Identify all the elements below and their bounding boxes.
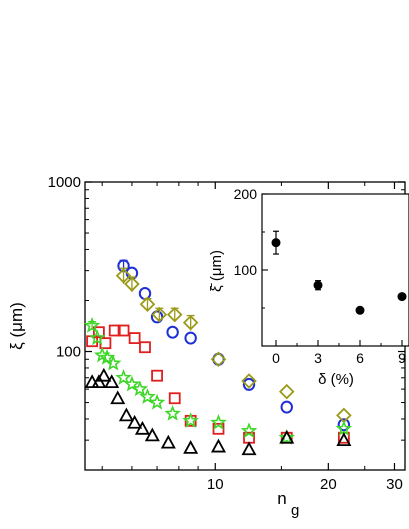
main-x-tick-label: 10: [207, 476, 224, 493]
data-point-triangle: [91, 374, 107, 389]
data-point-triangle: [210, 438, 227, 453]
inset-data-point: [313, 280, 323, 290]
data-point-star: [83, 316, 101, 333]
data-point-triangle: [118, 407, 134, 422]
data-point-star: [88, 329, 106, 346]
inset-data-point: [397, 292, 407, 302]
data-point-triangle: [336, 432, 352, 447]
inset-tick-labels: 0 3 6 9 100 200: [234, 186, 406, 366]
data-point-star: [131, 380, 149, 397]
data-point-star: [123, 375, 141, 392]
series-square: [86, 324, 350, 444]
inset-plot-frame: [261, 193, 409, 347]
main-x-tick-label: 30: [386, 476, 403, 493]
data-point-star: [240, 422, 258, 438]
main-y-axis-label: ξ (μm): [7, 302, 26, 350]
data-point-square: [117, 324, 130, 337]
data-point-star: [164, 404, 181, 421]
data-point-triangle: [183, 440, 199, 454]
data-point-circle: [242, 377, 256, 391]
data-point-square: [92, 326, 105, 339]
data-point-triangle: [104, 374, 120, 389]
series-triangle: [84, 367, 352, 456]
data-point-circle: [280, 400, 293, 414]
data-point-star: [278, 429, 296, 445]
data-point-triangle: [279, 429, 295, 444]
data-point-star: [115, 369, 132, 385]
data-point-triangle: [144, 427, 160, 442]
inset-y-axis-label: ξ̄ (μm): [208, 250, 225, 292]
series-diamond: [115, 267, 352, 424]
main-x-tick-label: 20: [320, 476, 337, 493]
data-point-triangle: [160, 434, 176, 449]
main-x-axis-label: n: [277, 489, 286, 508]
data-point-diamond: [278, 383, 295, 400]
data-point-square: [212, 422, 225, 435]
inset-y-tick-label: 100: [234, 262, 258, 278]
inset-x-axis-label: δ (%): [318, 371, 354, 388]
data-point-diamond: [166, 306, 183, 323]
inset-y-tick-label: 200: [234, 186, 258, 202]
data-point-circle: [138, 286, 152, 300]
data-point-circle: [166, 325, 179, 339]
inset-x-tick-label: 3: [314, 350, 322, 366]
inset-series: [271, 230, 407, 315]
data-point-diamond: [210, 351, 227, 368]
data-point-triangle: [241, 441, 257, 456]
data-point-diamond: [241, 373, 257, 389]
data-point-square: [108, 324, 121, 337]
data-point-triangle: [134, 420, 150, 435]
data-point-square: [128, 332, 141, 344]
data-point-star: [104, 354, 122, 371]
inset-x-tick-label: 0: [272, 350, 280, 366]
data-point-star: [210, 414, 227, 430]
data-point-triangle: [110, 390, 126, 405]
inset-x-tick-label: 9: [398, 350, 406, 366]
inset-data-point: [355, 305, 365, 315]
data-point-square: [99, 337, 112, 350]
series-star: [83, 316, 353, 445]
data-point-star: [98, 348, 116, 365]
data-point-square: [151, 369, 163, 382]
data-point-star: [139, 388, 156, 404]
main-y-tick-label: 100: [56, 344, 81, 361]
main-y-tick-label: 1000: [48, 174, 81, 191]
inset-ticks: [262, 193, 403, 346]
data-point-diamond: [139, 296, 156, 313]
inset-x-tick-label: 6: [356, 350, 364, 366]
inset-chart: 0 3 6 9 100 200 ξ̄ (μm) δ (%): [208, 186, 409, 388]
data-point-star: [148, 393, 166, 410]
data-point-diamond: [124, 276, 140, 292]
data-point-triangle: [127, 414, 143, 429]
data-point-diamond: [115, 267, 132, 284]
data-point-diamond: [151, 306, 168, 323]
inset-data-point: [271, 238, 281, 248]
data-point-square: [139, 341, 151, 354]
data-point-circle: [337, 418, 351, 432]
data-point-square: [168, 392, 181, 405]
main-series: [83, 259, 353, 456]
data-point-diamond: [182, 314, 199, 331]
data-point-star: [335, 420, 353, 436]
main-x-axis-label-subscript: g: [291, 502, 299, 519]
data-point-circle: [184, 331, 197, 345]
data-point-star: [182, 412, 199, 428]
data-point-triangle: [96, 367, 112, 382]
